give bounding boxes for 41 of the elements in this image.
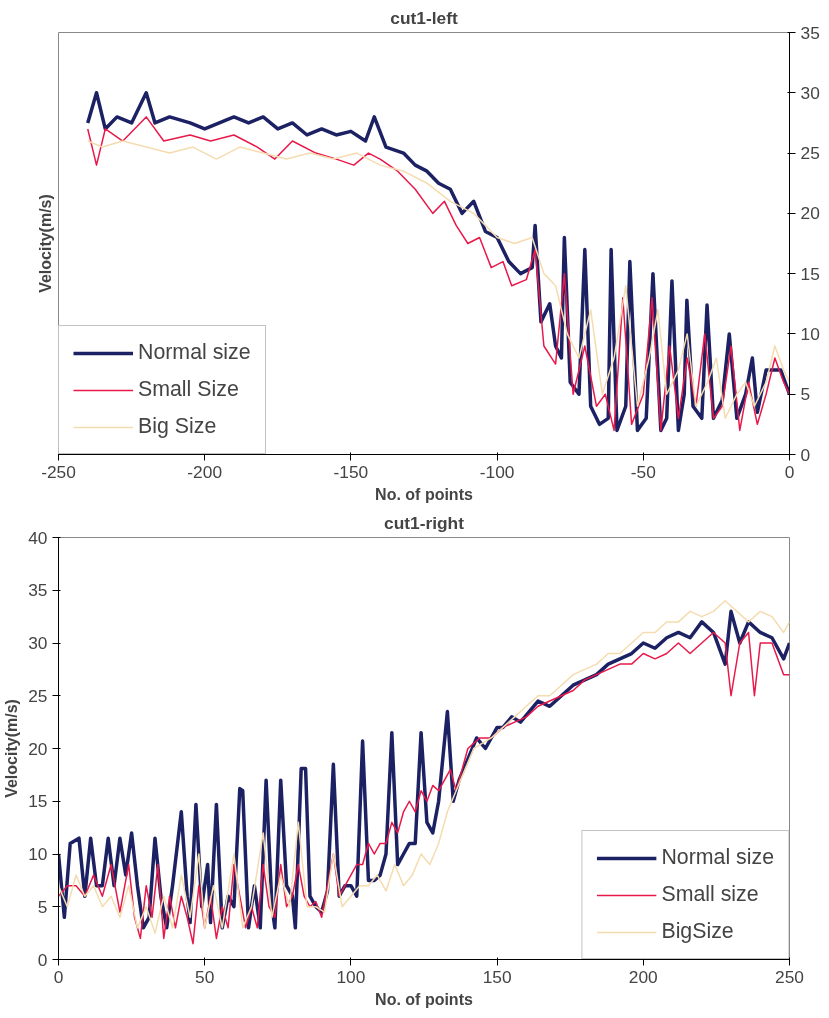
legend-label: Normal size	[138, 340, 251, 365]
y-tick-label: 0	[37, 949, 48, 970]
y-tick-label: 40	[28, 527, 48, 548]
legend-label: BigSize	[661, 919, 734, 944]
x-tick-label: -250	[41, 461, 76, 482]
x-tick-label: 200	[628, 966, 658, 987]
y-tick-label: 20	[800, 203, 820, 224]
y-tick-label: 15	[800, 263, 820, 284]
y-tick-label: 25	[28, 685, 48, 706]
x-tick-label: -150	[333, 461, 369, 482]
chart-title: cut1-right	[384, 512, 465, 533]
y-tick-label: 10	[28, 844, 48, 864]
y-tick-label: 30	[28, 633, 48, 653]
y-tick-label: 5	[800, 384, 811, 405]
x-tick-label: 100	[336, 966, 366, 987]
legend-label: Normal size	[661, 845, 774, 870]
x-tick-label: 0	[784, 461, 795, 482]
x-axis-title: No. of points	[375, 990, 473, 1008]
x-tick-label: -50	[630, 461, 656, 482]
y-tick-label: 35	[800, 22, 820, 43]
y-tick-label: 5	[37, 896, 48, 917]
x-axis-title: No. of points	[375, 485, 473, 503]
y-tick-label: 35	[28, 580, 48, 601]
legend-label: Small size	[661, 882, 759, 907]
y-tick-label: 30	[800, 82, 820, 103]
x-tick-label: -100	[479, 461, 515, 482]
x-tick-label: 250	[775, 966, 804, 987]
x-tick-label: -200	[187, 461, 223, 482]
chart-title: cut1-left	[390, 7, 458, 28]
y-tick-label: 15	[28, 791, 48, 812]
legend-label: Big Size	[138, 414, 217, 439]
x-tick-label: 150	[482, 966, 512, 987]
y-tick-label: 25	[800, 143, 820, 164]
y-tick-label: 20	[28, 738, 48, 759]
y-axis-title: Velocity(m/s)	[36, 194, 54, 293]
x-tick-label: 0	[53, 966, 64, 987]
y-tick-label: 10	[800, 323, 820, 344]
y-axis-title: Velocity(m/s)	[3, 699, 21, 798]
legend-label: Small Size	[138, 377, 239, 402]
x-tick-label: 50	[195, 966, 215, 987]
y-tick-label: 0	[800, 444, 811, 465]
